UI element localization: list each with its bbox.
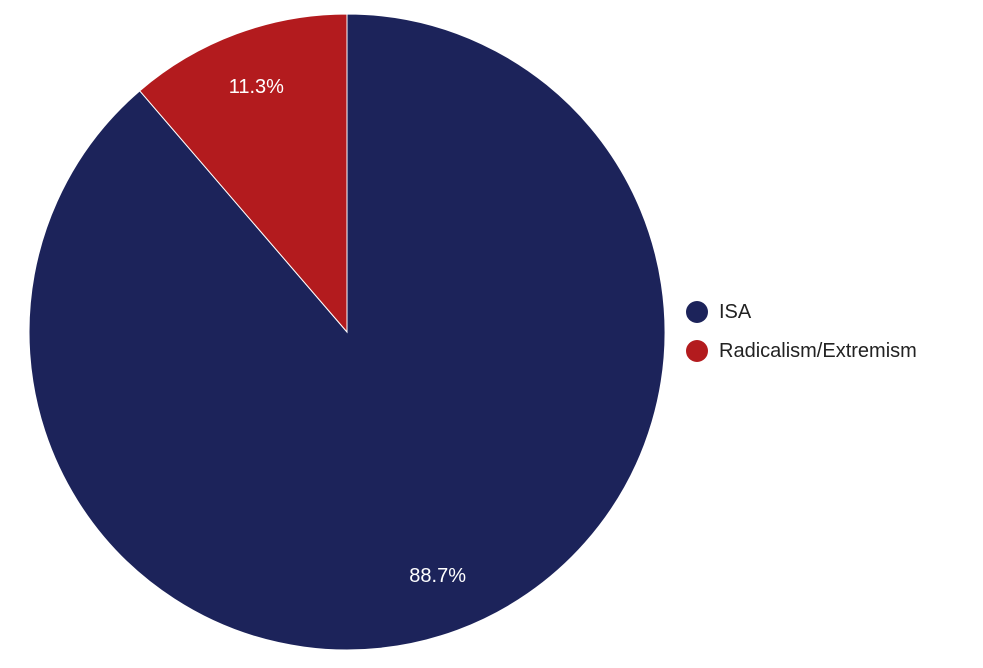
- pie-slices: [28, 13, 666, 651]
- legend-item-isa[interactable]: ISA: [686, 298, 917, 326]
- legend-swatch-radicalism-extremism: [686, 340, 708, 362]
- legend-label-isa: ISA: [719, 300, 752, 323]
- legend-item-radicalism-extremism[interactable]: Radicalism/Extremism: [686, 337, 917, 365]
- pie-slice-label-radicalism-extremism: 11.3%: [229, 76, 284, 98]
- chart-legend: ISA Radicalism/Extremism: [686, 298, 917, 376]
- pie-slice-labels: 88.7% 11.3%: [229, 76, 466, 587]
- pie-slice-radicalism-extremism[interactable]: [139, 13, 348, 334]
- legend-label-radicalism-extremism: Radicalism/Extremism: [719, 339, 917, 362]
- pie-slice-label-isa: 88.7%: [409, 565, 466, 587]
- legend-swatch-isa: [686, 301, 708, 323]
